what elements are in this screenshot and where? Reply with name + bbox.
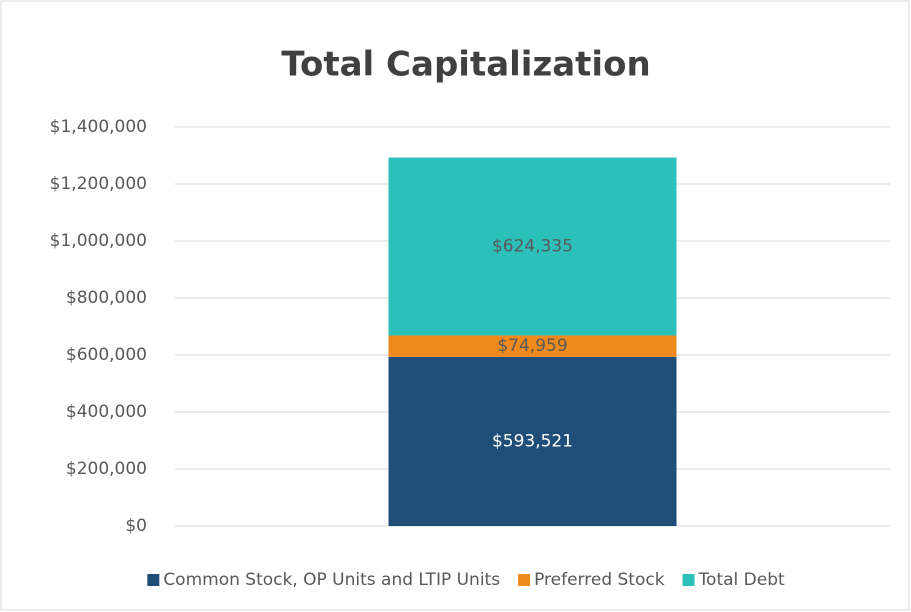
legend-label: Preferred Stock: [534, 570, 665, 590]
data-label: $593,521: [492, 431, 573, 451]
bar-segment: [388, 335, 677, 357]
data-label: $624,335: [492, 237, 573, 257]
y-tick-label: $200,000: [66, 459, 147, 479]
y-tick-label: $1,400,000: [50, 117, 147, 137]
data-label: $74,959: [497, 336, 567, 356]
y-tick-label: $800,000: [66, 288, 147, 308]
y-tick-label: $400,000: [66, 402, 147, 422]
legend-swatch: [518, 574, 531, 586]
legend-swatch: [682, 574, 695, 586]
chart-title: Total Capitalization: [281, 45, 650, 85]
bar-segment: [388, 157, 677, 336]
legend-swatch: [147, 574, 160, 586]
bar-segment: [388, 356, 677, 526]
y-tick-label: $0: [125, 516, 147, 536]
legend-label: Common Stock, OP Units and LTIP Units: [163, 570, 500, 590]
y-tick-label: $600,000: [66, 345, 147, 365]
y-tick-label: $1,200,000: [50, 174, 147, 194]
legend-label: Total Debt: [698, 570, 785, 590]
y-tick-label: $1,000,000: [50, 231, 147, 251]
